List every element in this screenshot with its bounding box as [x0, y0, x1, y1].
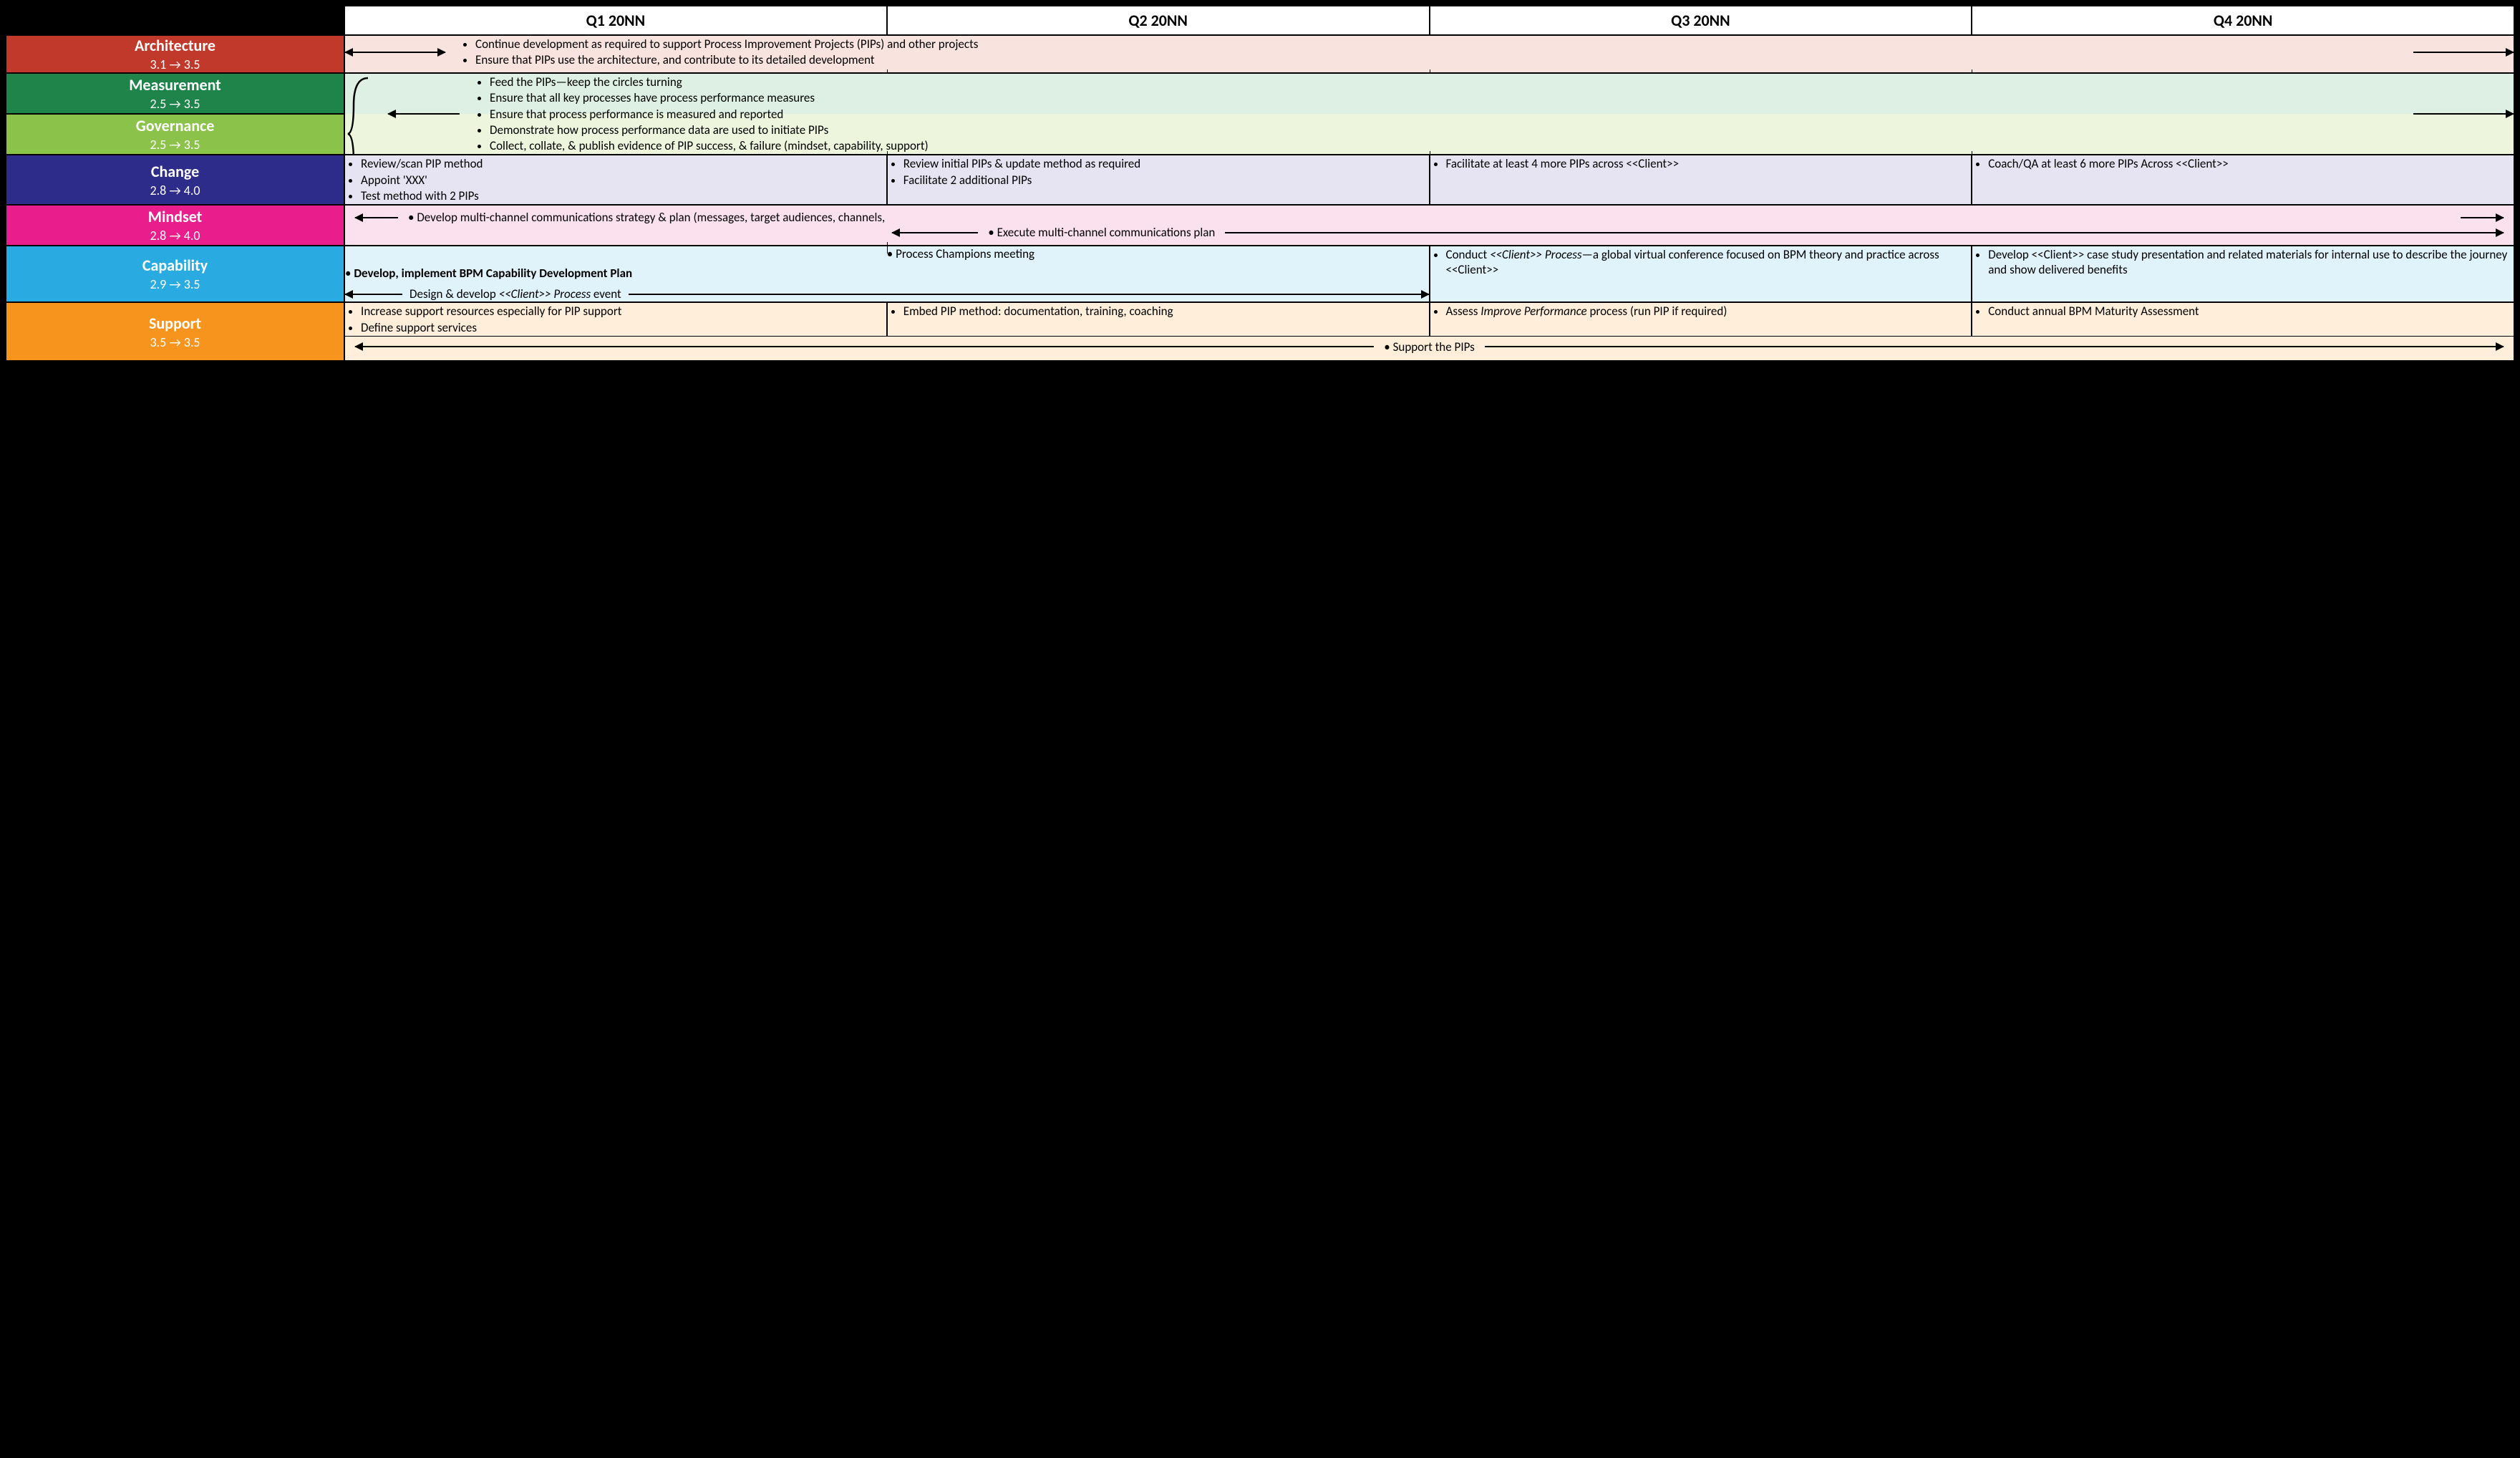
list-item: Facilitate at least 4 more PIPs across <… [1446, 156, 1972, 171]
capability-arrow-label: Design & develop <<Client>> Process even… [410, 286, 621, 301]
change-q1: Review/scan PIP method Appoint 'XXX' Tes… [344, 155, 887, 205]
list-item: Ensure that PIPs use the architecture, a… [475, 52, 2399, 67]
mindset-line1: Develop multi-channel communications str… [417, 210, 885, 225]
header-q3: Q3 20NN [1430, 6, 1972, 35]
list-item: Conduct annual BPM Maturity Assessment [1988, 304, 2514, 319]
row-support: Support 3.5 → 3.5 Increase support resou… [6, 302, 2514, 337]
support-q4: Conduct annual BPM Maturity Assessment [1972, 302, 2514, 337]
cat-title: Mindset [6, 207, 344, 226]
list-item: Define support services [361, 320, 886, 335]
mindset-line2: Execute multi-channel communications pla… [997, 225, 1216, 240]
cat-range: 2.9 → 3.5 [6, 276, 344, 292]
row-mindset: Mindset 2.8 → 4.0 • Develop multi-channe… [6, 205, 2514, 246]
capability-q4: Develop <<Client>> case study presentati… [1972, 246, 2514, 303]
cat-range: 3.5 → 3.5 [6, 334, 344, 350]
roadmap-table: Q1 20NN Q2 20NN Q3 20NN Q4 20NN Architec… [6, 6, 2514, 361]
category-capability: Capability 2.9 → 3.5 [6, 246, 344, 303]
cat-title: Support [6, 314, 344, 333]
list-item: Review/scan PIP method [361, 156, 886, 171]
category-measurement: Measurement 2.5 → 3.5 [6, 73, 344, 114]
mindset-body: • Develop multi-channel communications s… [344, 205, 2514, 246]
cat-range: 3.1 → 3.5 [6, 57, 344, 72]
row-capability: Capability 2.9 → 3.5 • Process Champions… [6, 246, 2514, 303]
tick-mark [887, 245, 888, 254]
change-q4: Coach/QA at least 6 more PIPs Across <<C… [1972, 155, 2514, 205]
header-q1: Q1 20NN [344, 6, 887, 35]
cat-title: Capability [6, 256, 344, 275]
arrow-icon [345, 52, 445, 53]
change-q2: Review initial PIPs & update method as r… [887, 155, 1430, 205]
support-q1: Increase support resources especially fo… [344, 302, 887, 337]
list-item: Ensure that process performance is measu… [490, 107, 2399, 122]
list-item: Continue development as required to supp… [475, 37, 2399, 52]
row-change: Change 2.8 → 4.0 Review/scan PIP method … [6, 155, 2514, 205]
cat-range: 2.5 → 3.5 [6, 96, 344, 112]
list-item: Increase support resources especially fo… [361, 304, 886, 319]
list-item: Assess Improve Performance process (run … [1446, 304, 1972, 319]
cat-title: Architecture [6, 36, 344, 55]
arrow-icon [2413, 52, 2514, 53]
corner-cell [6, 6, 344, 35]
arrow-icon [1225, 232, 2504, 233]
meas-gov-bullets: Feed the PIPs—keep the circles turning E… [474, 74, 2399, 154]
list-item: Embed PIP method: documentation, trainin… [903, 304, 1429, 319]
list-item: Facilitate 2 additional PIPs [903, 173, 1429, 188]
list-item: Test method with 2 PIPs [361, 188, 886, 203]
arrow-icon [2413, 113, 2514, 115]
list-item: Appoint 'XXX' [361, 173, 886, 188]
list-item: Coach/QA at least 6 more PIPs Across <<C… [1988, 156, 2514, 171]
architecture-bullets: Continue development as required to supp… [460, 36, 2399, 69]
support-span: • Support the PIPs [344, 337, 2514, 361]
support-span-text: Support the PIPs [1393, 339, 1475, 354]
arrow-icon [345, 294, 402, 295]
capability-q1q2: • Process Champions meeting • Develop, i… [344, 246, 1429, 303]
arrow-icon [355, 217, 398, 218]
cat-title: Change [6, 162, 344, 181]
cat-title: Measurement [6, 75, 344, 95]
category-mindset: Mindset 2.8 → 4.0 [6, 205, 344, 246]
support-q2: Embed PIP method: documentation, trainin… [887, 302, 1430, 337]
list-item: Demonstrate how process performance data… [490, 122, 2399, 137]
row-measurement: Measurement 2.5 → 3.5 Feed the PIPs—keep… [6, 73, 2514, 114]
arrow-icon [1485, 346, 2504, 347]
row-architecture: Architecture 3.1 → 3.5 Continue developm… [6, 35, 2514, 73]
arrow-icon [388, 113, 460, 115]
architecture-body: Continue development as required to supp… [344, 35, 2514, 73]
cat-range: 2.8 → 4.0 [6, 183, 344, 198]
arrow-icon [355, 346, 1374, 347]
arrow-icon [629, 294, 1429, 295]
list-item: Feed the PIPs—keep the circles turning [490, 74, 2399, 90]
list-item: Develop <<Client>> case study presentati… [1988, 247, 2514, 278]
change-q3: Facilitate at least 4 more PIPs across <… [1430, 155, 1972, 205]
category-change: Change 2.8 → 4.0 [6, 155, 344, 205]
capability-bold: Develop, implement BPM Capability Develo… [354, 266, 632, 281]
header-q4: Q4 20NN [1972, 6, 2514, 35]
capability-top: Process Champions meeting [896, 246, 1034, 261]
header-row: Q1 20NN Q2 20NN Q3 20NN Q4 20NN [6, 6, 2514, 35]
list-item: Review initial PIPs & update method as r… [903, 156, 1429, 171]
category-architecture: Architecture 3.1 → 3.5 [6, 35, 344, 73]
row-support-span: • Support the PIPs [6, 337, 2514, 361]
list-item: Conduct <<Client>> Process—a global virt… [1446, 247, 1972, 278]
cat-title: Governance [6, 116, 344, 135]
capability-q3: Conduct <<Client>> Process—a global virt… [1430, 246, 1972, 303]
category-support: Support 3.5 → 3.5 [6, 302, 344, 361]
arrow-icon [892, 232, 978, 233]
cat-range: 2.8 → 4.0 [6, 228, 344, 243]
arrow-icon [2461, 217, 2504, 218]
category-governance: Governance 2.5 → 3.5 [6, 114, 344, 155]
header-q2: Q2 20NN [887, 6, 1430, 35]
list-item: Collect, collate, & publish evidence of … [490, 138, 2399, 153]
support-q3: Assess Improve Performance process (run … [1430, 302, 1972, 337]
list-item: Ensure that all key processes have proce… [490, 90, 2399, 105]
cat-range: 2.5 → 3.5 [6, 137, 344, 153]
meas-gov-body: Feed the PIPs—keep the circles turning E… [344, 73, 2514, 155]
